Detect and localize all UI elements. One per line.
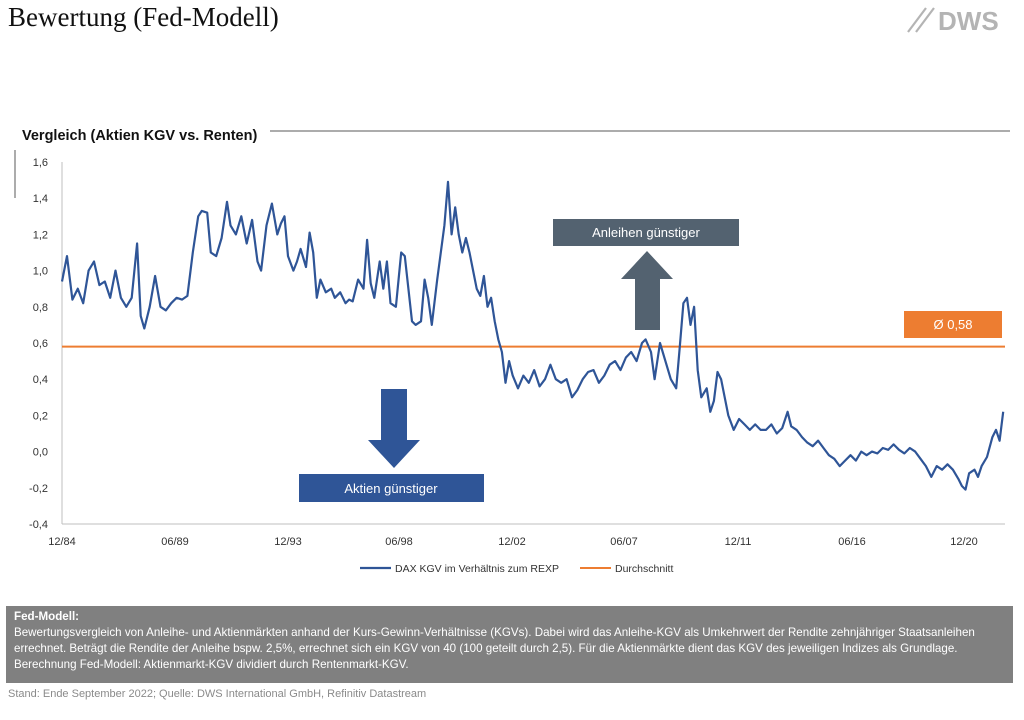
- series-line-dax-kgv: [60, 180, 1005, 491]
- stocks-cheaper-box: [299, 474, 484, 502]
- x-tick-label: 06/98: [385, 536, 413, 548]
- x-tick-label: 12/20: [950, 536, 978, 548]
- y-tick-label: 1,2: [33, 229, 48, 241]
- x-tick-label: 06/16: [838, 536, 866, 548]
- bonds-cheaper-label: Anleihen günstiger: [592, 225, 700, 240]
- arrow-down-icon: [368, 389, 420, 468]
- y-tick-label: 0,6: [33, 338, 48, 350]
- info-box-heading: Fed-Modell:: [14, 610, 80, 623]
- source-footer: Stand: Ende September 2022; Quelle: DWS …: [8, 688, 427, 700]
- logo-text: DWS: [938, 6, 999, 34]
- average-label: Ø 0,58: [933, 317, 972, 332]
- stocks-cheaper-label: Aktien günstiger: [344, 481, 438, 496]
- y-tick-label: 1,6: [33, 157, 48, 169]
- y-tick-label: 0,4: [33, 374, 48, 386]
- page-title: Bewertung (Fed-Modell): [8, 2, 279, 32]
- x-tick-label: 06/07: [610, 536, 638, 548]
- y-tick-label: 0,0: [33, 447, 48, 459]
- x-tick-label: 12/93: [274, 536, 302, 548]
- y-tick-label: -0,4: [29, 519, 48, 531]
- dws-logo: DWS: [906, 6, 1006, 39]
- legend-label-average: Durchschnitt: [615, 563, 673, 575]
- y-tick-label: 0,8: [33, 302, 48, 314]
- x-tick-label: 12/11: [725, 536, 752, 548]
- x-tick-label: 12/84: [48, 536, 76, 548]
- arrow-up-icon: [621, 251, 673, 330]
- chart: 1,6 1,4 1,2 1,0 0,8 0,6 0,4 0,2 0,0 -0,2 -0,412/84…: [14, 130, 1010, 575]
- info-box-body: Bewertungsvergleich von Anleihe- und Akt…: [14, 626, 975, 671]
- y-tick-label: 1,0: [33, 266, 48, 278]
- bonds-cheaper-box: [553, 219, 739, 246]
- info-box: Fed-Modell: Bewertungsvergleich von Anle…: [6, 606, 1013, 683]
- y-tick-label: -0,2: [29, 483, 48, 495]
- chart-title: Vergleich (Aktien KGV vs. Renten): [22, 128, 258, 144]
- average-label-box: [904, 311, 1002, 338]
- x-tick-label: 06/89: [161, 536, 189, 548]
- legend-label-dax-kgv: DAX KGV im Verhältnis zum REXP: [395, 563, 559, 575]
- y-tick-label: 1,4: [33, 193, 48, 205]
- x-tick-label: 12/02: [498, 536, 526, 548]
- y-tick-label: 0,2: [33, 410, 48, 422]
